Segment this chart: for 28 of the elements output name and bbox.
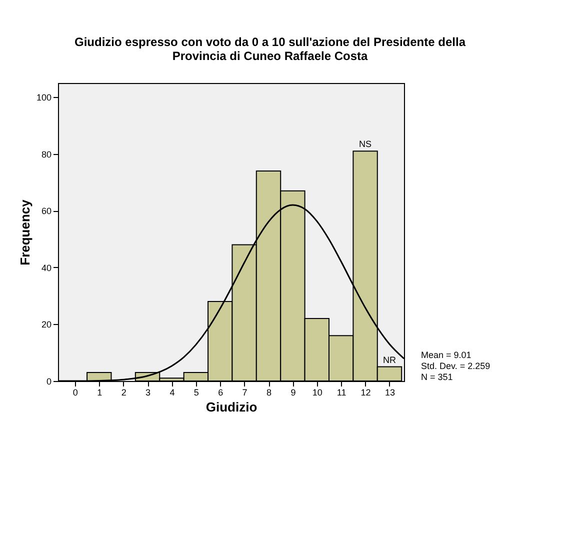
y-tick-label: 20 — [41, 320, 52, 330]
text: Mean = 9.01 — [421, 350, 472, 360]
y-axis-title: Frequency — [17, 198, 32, 266]
x-tick-label: 0 — [72, 388, 78, 398]
x-tick-label: 3 — [146, 388, 151, 398]
y-tick-label: 60 — [41, 206, 52, 216]
x-tick-label: 4 — [170, 388, 175, 398]
x-tick-label: 1 — [97, 388, 102, 398]
x-tick-label: 10 — [312, 388, 322, 398]
x-tick-label: 2 — [121, 388, 126, 398]
y-tick-label: 80 — [41, 149, 52, 160]
y-tick-label: 0 — [46, 376, 52, 386]
x-tick-label: 11 — [336, 388, 346, 398]
x-axis-title: Giudizio — [206, 400, 258, 414]
annotation: NR — [382, 354, 396, 365]
text: N = 351 — [421, 372, 453, 382]
x-tick-label: 13 — [384, 388, 395, 398]
x-tick-label: 9 — [290, 388, 296, 398]
x-tick-label: 6 — [218, 388, 224, 398]
x-tick-label: 5 — [194, 388, 199, 398]
chart-title: Giudizio espresso con voto da 0 a 10 sull'azione del Presidente della Provincia di Cuneo Raffaele Costa — [74, 35, 466, 63]
annotation: NS — [359, 139, 372, 150]
y-tick-label: 100 — [36, 92, 52, 103]
x-tick-label: 12 — [360, 388, 371, 398]
y-tick-label: 40 — [41, 262, 52, 273]
x-tick-label: 7 — [242, 388, 248, 398]
x-tick-label: 8 — [266, 388, 272, 398]
text: Std. Dev. = 2.259 — [421, 361, 490, 371]
